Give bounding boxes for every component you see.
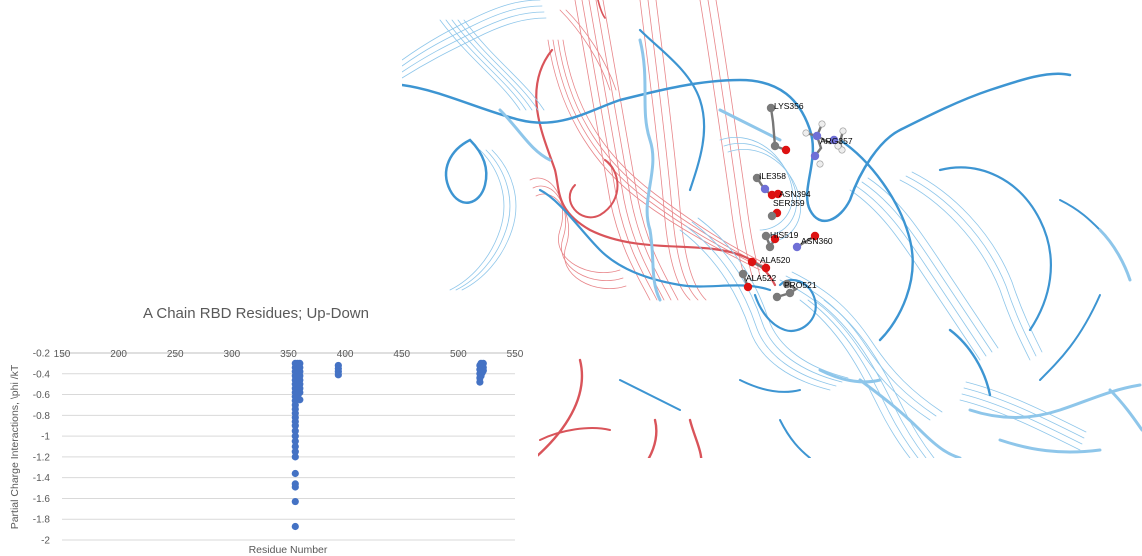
x-tick-label: 250 (167, 349, 184, 360)
data-point (291, 497, 299, 506)
x-tick-label: 450 (393, 349, 410, 360)
data-point (334, 371, 342, 379)
data-point (291, 522, 299, 531)
data-point (296, 388, 304, 397)
residue-label: ILE358 (759, 171, 786, 181)
residue-label: PRO521 (784, 280, 817, 290)
carbon-atom (782, 279, 792, 289)
data-point (479, 367, 487, 375)
blue-ribbon-coil (402, 28, 1101, 458)
oxygen-atom (810, 231, 820, 241)
x-tick-label: 550 (507, 349, 524, 360)
y-tick-label: -0.2 (33, 349, 51, 360)
x-tick-label: 150 (54, 349, 71, 360)
y-tick-label: -1.2 (33, 452, 51, 463)
data-point (291, 453, 299, 461)
oxygen-atom (773, 189, 783, 199)
oxygen-atom (747, 257, 757, 267)
data-point (476, 378, 484, 386)
carbon-atom (785, 288, 795, 298)
oxygen-atom (770, 234, 780, 244)
nitrogen-atom (810, 151, 820, 161)
scatter-chart: A Chain RBD Residues; Up-Down 150 200 250 3… (0, 296, 538, 556)
oxygen-atom (761, 263, 771, 273)
data-points (291, 359, 487, 531)
carbon-atom (738, 269, 748, 279)
residue-label: ASN360 (801, 236, 833, 246)
residue-label: SER359 (773, 198, 805, 208)
x-tick-label: 350 (280, 349, 297, 360)
residue-labels: LYS356 ARG357 ILE358 ASN394 SER359 HIS51… (746, 101, 853, 290)
residue-label: ASN394 (779, 189, 811, 199)
data-point (291, 448, 299, 456)
red-ribbon-strands (529, 0, 767, 301)
gridlines (61, 352, 516, 541)
data-point (291, 442, 299, 451)
red-ribbon-coil (532, 0, 777, 458)
data-point (291, 422, 299, 430)
carbon-atom (761, 231, 771, 241)
ligand-atoms (738, 103, 847, 302)
residue-label: HIS519 (770, 230, 799, 240)
residue-label: LYS356 (774, 101, 804, 111)
data-point (291, 469, 299, 478)
y-tick-label: -0.8 (33, 411, 51, 422)
data-point (291, 483, 299, 491)
y-axis-label: Partial Charge Interactions, \phi /kT (9, 364, 21, 529)
y-tick-label: -1.6 (33, 494, 51, 505)
chart-background (0, 296, 538, 556)
x-tick-labels: 150 200 250 300 350 400 450 500 550 (54, 349, 524, 360)
hydrogen-atom (818, 120, 826, 128)
residue-label: ARG357 (820, 136, 853, 146)
y-tick-labels: -0.2 -0.4 -0.6 -0.8 -1 -1.2 -1.4 -1.6 -1.8 -2 (33, 349, 51, 547)
y-tick-label: -1.4 (33, 473, 51, 484)
hydrogen-atom (834, 142, 842, 150)
nitrogen-atom (829, 135, 839, 145)
x-tick-label: 500 (450, 349, 467, 360)
y-tick-label: -1.8 (33, 515, 51, 526)
y-tick-label: -1 (41, 432, 50, 443)
hydrogen-atom (816, 160, 824, 168)
data-point (291, 437, 299, 445)
data-point (296, 396, 304, 404)
carbon-atom (752, 173, 762, 183)
y-tick-label: -0.6 (33, 390, 51, 401)
x-tick-label: 300 (224, 349, 241, 360)
oxygen-atom (743, 282, 753, 292)
carbon-atom (766, 103, 776, 113)
x-tick-label: 200 (110, 349, 127, 360)
carbon-atom (770, 141, 780, 151)
blue-ribbon-helix (498, 38, 1142, 458)
hydrogen-atom (839, 127, 847, 135)
x-axis-label: Residue Number (249, 544, 328, 556)
nitrogen-atom (760, 184, 770, 194)
y-tick-label: -0.4 (33, 369, 51, 380)
protein-structure-panel: LYS356 ARG357 ILE358 ASN394 SER359 HIS51… (402, 0, 1142, 458)
carbon-atom (772, 292, 782, 302)
data-point (291, 432, 299, 440)
x-tick-label: 400 (337, 349, 354, 360)
y-tick-label: -2 (41, 536, 50, 547)
oxygen-atom (781, 145, 791, 155)
nitrogen-atom (812, 131, 822, 141)
nitrogen-atom (792, 242, 802, 252)
residue-label: ALA522 (746, 273, 777, 283)
data-point (291, 427, 299, 435)
hydrogen-atom (802, 129, 810, 137)
carbon-atom (765, 242, 775, 252)
blue-ribbon-strands (402, 0, 1087, 458)
chart-title: A Chain RBD Residues; Up-Down (143, 305, 369, 322)
carbon-atom (767, 211, 777, 221)
residue-label: ALA520 (760, 255, 791, 265)
